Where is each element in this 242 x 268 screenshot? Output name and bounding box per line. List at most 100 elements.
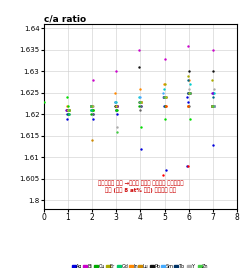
Point	[67, 108, 70, 112]
Point	[210, 104, 214, 108]
Point	[91, 112, 95, 117]
Point	[211, 48, 215, 52]
Point	[186, 43, 190, 48]
Point	[90, 104, 94, 108]
Point	[188, 91, 192, 95]
Point	[89, 104, 92, 108]
Point	[90, 104, 94, 108]
Point	[188, 91, 191, 95]
Point	[137, 65, 141, 69]
Point	[139, 99, 143, 104]
Point	[212, 104, 216, 108]
Point	[139, 99, 143, 104]
Point	[138, 99, 142, 104]
Point	[65, 112, 69, 117]
Point	[115, 108, 119, 112]
Point	[113, 99, 117, 104]
Point	[138, 99, 142, 104]
Point	[90, 104, 94, 108]
Point	[163, 82, 166, 87]
Point	[164, 104, 168, 108]
Point	[187, 91, 191, 95]
Point	[186, 104, 190, 108]
Point	[114, 104, 118, 108]
Point	[67, 108, 71, 112]
Point	[115, 104, 119, 108]
Point	[114, 99, 118, 104]
Point	[187, 69, 190, 74]
Point	[186, 104, 190, 108]
Point	[114, 104, 118, 108]
Point	[139, 104, 143, 108]
Point	[90, 104, 94, 108]
Point	[186, 91, 190, 95]
Point	[65, 108, 69, 112]
Point	[212, 104, 216, 108]
Point	[162, 82, 166, 87]
Point	[211, 69, 215, 74]
Point	[114, 108, 118, 112]
Point	[90, 104, 94, 108]
Point	[138, 99, 142, 104]
Point	[137, 104, 141, 108]
Point	[114, 104, 118, 108]
Point	[164, 95, 167, 99]
Point	[139, 99, 143, 104]
Point	[188, 117, 192, 121]
Point	[162, 87, 166, 91]
Point	[186, 99, 190, 104]
Point	[162, 95, 166, 99]
Point	[210, 78, 214, 82]
Point	[114, 104, 118, 108]
Point	[89, 108, 93, 112]
Point	[91, 78, 95, 82]
Point	[89, 104, 93, 108]
Point	[187, 78, 191, 82]
Point	[162, 95, 166, 99]
Point	[91, 104, 95, 108]
Point	[187, 91, 191, 95]
Point	[163, 95, 166, 99]
Point	[115, 125, 119, 129]
Point	[137, 48, 141, 52]
Point	[67, 108, 71, 112]
Point	[162, 104, 166, 108]
Point	[186, 74, 190, 78]
Point	[187, 104, 191, 108]
Point	[162, 95, 166, 99]
Point	[138, 99, 142, 104]
Point	[67, 112, 71, 117]
Point	[164, 95, 168, 99]
Point	[89, 104, 93, 108]
Point	[114, 104, 118, 108]
Point	[114, 104, 118, 108]
Point	[162, 95, 166, 99]
Point	[114, 104, 118, 108]
Point	[89, 104, 93, 108]
Point	[67, 104, 70, 108]
Point	[210, 104, 214, 108]
Point	[211, 142, 215, 147]
Point	[138, 99, 142, 104]
Point	[188, 91, 192, 95]
Point	[187, 91, 191, 95]
Point	[188, 91, 191, 95]
Point	[138, 108, 142, 112]
Point	[89, 104, 93, 108]
Point	[188, 82, 192, 87]
Point	[139, 104, 143, 108]
Point	[186, 78, 190, 82]
Point	[91, 108, 95, 112]
Legend: Ag, Al, Bi, Ca, Cu, Dy, Er, Ga, Gd, Ho, In, Li, Lu, Nd, Pb, Sc, Sm, Sn, Tb, Tm, : Ag, Al, Bi, Ca, Cu, Dy, Er, Ga, Gd, Ho, …	[72, 265, 208, 268]
Point	[113, 91, 117, 95]
Point	[164, 95, 168, 99]
Point	[212, 87, 216, 91]
Point	[139, 99, 143, 104]
Point	[210, 91, 214, 95]
Point	[67, 108, 71, 112]
Point	[138, 95, 142, 99]
Point	[114, 104, 118, 108]
Point	[138, 99, 142, 104]
Point	[114, 104, 118, 108]
Point	[91, 108, 94, 112]
